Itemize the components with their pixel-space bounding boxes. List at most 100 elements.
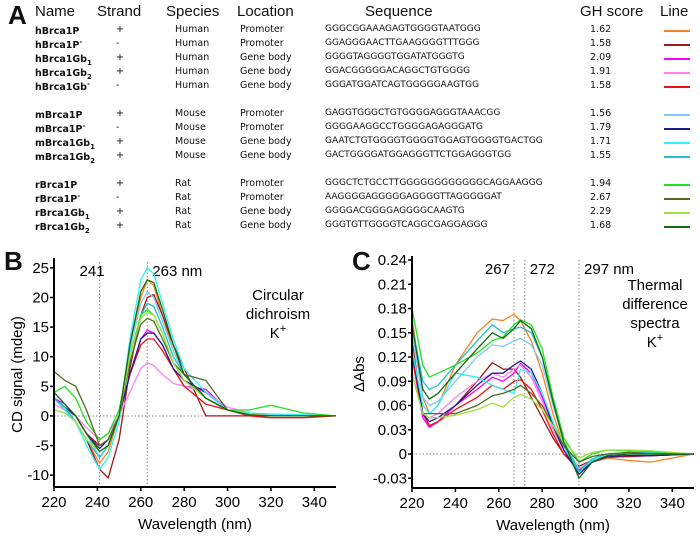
y-axis-label: CD signal (mdeg) (9, 316, 26, 433)
series-line-10 (53, 317, 336, 447)
series-line-12 (411, 319, 694, 479)
row-name: hBrca1Gb1 (35, 52, 92, 67)
row-location: Gene body (240, 150, 292, 161)
name-superscript: - (79, 38, 83, 46)
x-tick-label: 320 (616, 495, 641, 512)
x-tick-label: 260 (486, 495, 511, 512)
row-gh-score: 1.71 (590, 136, 612, 147)
x-tick-label: 340 (660, 495, 685, 512)
name-subscript: 1 (84, 213, 90, 222)
row-strand: + (116, 206, 124, 217)
row-line-swatch (664, 226, 690, 228)
x-tick-label: 340 (302, 494, 327, 511)
row-strand: - (116, 192, 120, 203)
name-superscript: - (82, 122, 86, 130)
x-axis-label: Wavelength (nm) (138, 516, 252, 533)
table-row: rBrca1Gb2 + Rat Gene body GGGTGTTGGGGTCA… (0, 220, 700, 236)
row-line-swatch (664, 198, 690, 200)
row-line-swatch (664, 184, 690, 186)
series-line-1 (53, 293, 336, 479)
row-location: Gene body (240, 136, 292, 147)
table-row: hBrca1P- - Human Promoter GGAGGGAACTTGAA… (0, 38, 700, 52)
row-species: Rat (175, 192, 191, 203)
row-name: rBrca1P- (35, 192, 80, 207)
name-subscript: 2 (86, 73, 92, 82)
row-strand: - (116, 38, 120, 49)
y-tick-label: 10 (32, 349, 49, 366)
row-strand: + (116, 66, 124, 77)
row-strand: - (116, 122, 120, 133)
row-gh-score: 2.29 (590, 206, 612, 217)
y-tick-label: 0 (41, 408, 49, 425)
row-location: Gene body (240, 52, 292, 63)
y-tick-label: -5 (36, 438, 49, 455)
name-base: rBrca1P (35, 180, 78, 192)
name-base: hBrca1P (35, 26, 80, 38)
y-tick-label: 0.18 (378, 301, 407, 318)
header-name: Name (35, 3, 76, 20)
x-tick-label: 220 (399, 495, 424, 512)
cd-chart: 241 263 nm 220 240 260 280 300 320 340 -10 -5 0 5 10 1… (9, 258, 337, 533)
row-name: rBrca1P (35, 178, 77, 193)
annotation-text: K+ (270, 323, 286, 342)
y-tick-label: -10 (27, 467, 49, 484)
row-gh-score: 1.94 (590, 178, 612, 189)
name-superscript: - (86, 80, 90, 88)
annotation-text: K+ (647, 332, 663, 351)
row-name: hBrca1P (35, 24, 79, 39)
header-species: Species (166, 3, 220, 20)
marker-label: 272 (530, 261, 555, 278)
marker-label: 241 (80, 263, 105, 280)
row-sequence: GGGGACGGGGAGGGGCAAGTG (325, 206, 465, 216)
table-row: mBrca1P- - Mouse Promoter GGGGAAGGCCTGGG… (0, 122, 700, 136)
y-tick-label: 0.06 (378, 398, 407, 415)
row-name: rBrca1Gb1 (35, 206, 90, 221)
y-tick-label: 0.12 (378, 349, 407, 366)
y-tick-label: 25 (32, 260, 49, 277)
annotation-text: Thermal (627, 277, 682, 294)
row-strand: + (116, 220, 124, 231)
row-location: Gene body (240, 66, 292, 77)
y-tick-label: 15 (32, 319, 49, 336)
row-line-swatch (664, 142, 690, 144)
x-tick-label: 280 (530, 495, 555, 512)
row-line-swatch (664, 86, 690, 88)
annotation-text: spectra (630, 315, 680, 332)
row-gh-score: 2.09 (590, 52, 612, 63)
row-location: Promoter (240, 122, 284, 133)
x-axis-label: Wavelength (nm) (496, 517, 610, 534)
row-gh-score: 1.79 (590, 122, 612, 133)
row-name: hBrca1Gb2 (35, 66, 92, 81)
table-row: hBrca1Gb1 + Human Gene body GGGGTAGGGGTG… (0, 52, 700, 67)
x-tick-label: 280 (172, 494, 197, 511)
row-location: Promoter (240, 108, 284, 119)
row-strand: + (116, 24, 124, 35)
row-gh-score: 1.58 (590, 80, 612, 91)
row-sequence: GAATCTGTGGGGTGGGGTGGAGTGGGGTGACTGG (325, 136, 543, 146)
y-tick-label: -0.03 (373, 470, 407, 487)
thermal-difference-chart: 267 272 297 nm 220 240 260 280 300 320 340 -0.03 0 0… (351, 252, 695, 534)
name-base: rBrca1Gb (35, 222, 85, 234)
row-line-swatch (664, 156, 690, 158)
row-name: mBrca1Gb1 (35, 136, 95, 151)
row-location: Promoter (240, 24, 284, 35)
row-sequence: GACTGGGGATGGAGGGTTCTGGAGGGTGG (325, 150, 512, 160)
annotation-text: difference (622, 296, 688, 313)
name-subscript: 2 (84, 227, 90, 236)
row-gh-score: 1.56 (590, 108, 612, 119)
panel-label-b: B (4, 246, 23, 276)
x-tick-label: 220 (41, 494, 66, 511)
y-tick-label: 0.15 (378, 325, 407, 342)
x-tick-label: 300 (215, 494, 240, 511)
row-strand: + (116, 136, 124, 147)
row-sequence: GGGGAAGGCCTGGGGAGAGGGATG (325, 122, 484, 132)
name-base: mBrca1Gb (35, 138, 91, 150)
header-gh-score: GH score (580, 3, 644, 20)
row-species: Mouse (175, 150, 206, 161)
row-location: Gene body (240, 206, 292, 217)
row-sequence: GGGGTAGGGGTGGATATGGGTG (325, 52, 465, 62)
x-tick-label: 260 (128, 494, 153, 511)
table-row: mBrca1P + Mouse Promoter GAGGTGGGCTGTGGG… (0, 108, 700, 122)
row-species: Human (175, 52, 210, 63)
annotation-text: Circular (252, 287, 304, 304)
